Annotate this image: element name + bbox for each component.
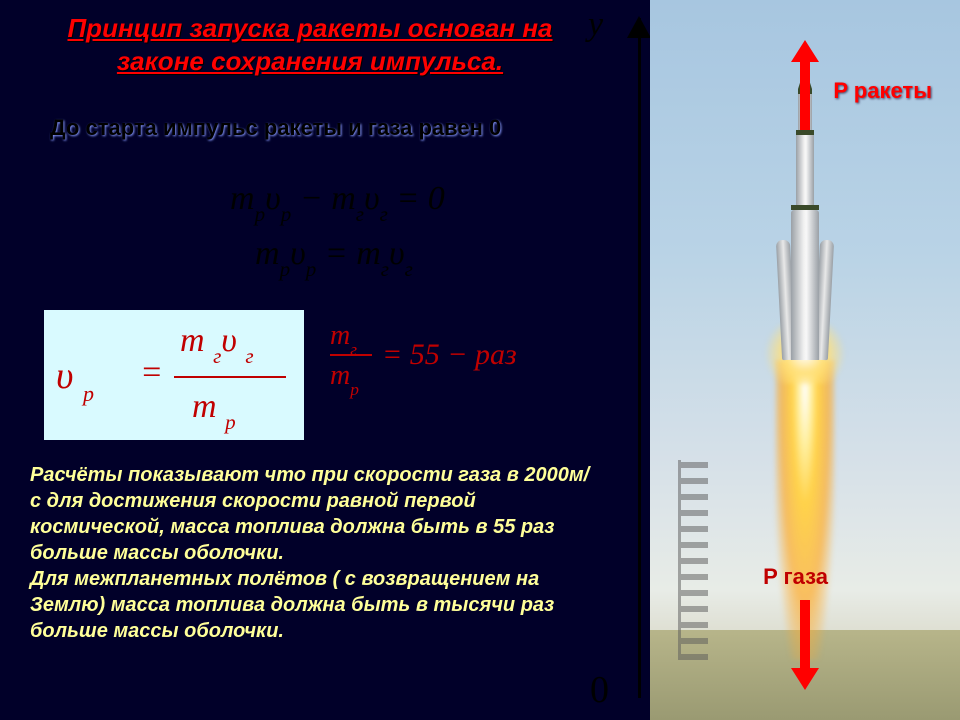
slide-title: Принцип запуска ракеты основан на законе… bbox=[50, 12, 570, 77]
label-p-rocket: P ракеты bbox=[833, 78, 932, 104]
boxed-numerator: m гυ г bbox=[180, 322, 254, 365]
y-axis-label: y bbox=[588, 6, 603, 44]
equation-line-2: mрυр = mгυг bbox=[255, 235, 413, 278]
boxed-lhs: υ р bbox=[56, 354, 94, 403]
label-p-gas: P газа bbox=[763, 564, 828, 590]
boxed-equals: = bbox=[140, 354, 163, 392]
ratio-denominator: mр bbox=[330, 360, 359, 396]
equation-boxed: υ р = m гυ г m р bbox=[44, 310, 304, 440]
equation-line-1: mрυр − mгυг = 0 bbox=[230, 180, 445, 223]
rocket-photo: P ракеты P газа bbox=[650, 0, 960, 720]
ratio-numerator: mг bbox=[330, 320, 357, 356]
momentum-arrow-up-icon bbox=[791, 40, 819, 130]
axis-origin-label: 0 bbox=[590, 668, 609, 712]
ratio-rhs: = 55 − раз bbox=[382, 338, 517, 372]
momentum-arrow-down-icon bbox=[791, 600, 819, 690]
slide-subtitle: До старта импульс ракеты и газа равен 0 bbox=[50, 115, 570, 141]
y-axis bbox=[630, 18, 650, 698]
slide: Принцип запуска ракеты основан на законе… bbox=[0, 0, 960, 720]
body-paragraph: Расчёты показывают что при скорости газа… bbox=[30, 462, 590, 644]
boxed-fraction-bar bbox=[174, 376, 286, 378]
ratio-fraction-bar bbox=[330, 354, 372, 356]
boxed-denominator: m р bbox=[192, 388, 236, 431]
launch-tower bbox=[678, 460, 708, 660]
y-axis-line bbox=[638, 18, 641, 698]
